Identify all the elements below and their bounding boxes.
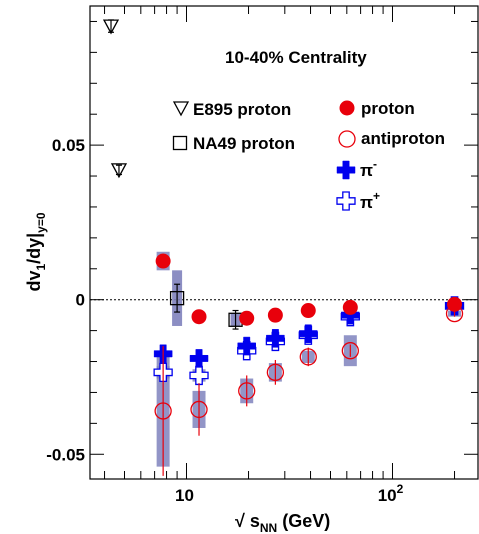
centrality-annotation: 10-40% Centrality (225, 48, 367, 67)
legend-item-e895: E895 proton (172, 100, 291, 119)
legend-item-na49: NA49 proton (172, 134, 295, 153)
x-tick-label: 102 (378, 482, 404, 505)
legend-marker-symbol (336, 191, 356, 211)
data-point (190, 400, 208, 419)
legend-label-antiproton: antiproton (361, 129, 445, 148)
legend-label-na49: NA49 proton (193, 134, 295, 153)
legend-item-proton: proton (339, 99, 415, 118)
legend-marker-pi-plus (336, 191, 356, 211)
data-point (237, 336, 256, 356)
legend-marker-proton (339, 100, 355, 116)
data-point (300, 303, 316, 319)
legend-label-e895: E895 proton (193, 100, 291, 119)
data-point (342, 299, 358, 315)
svg-text:dv1/dy|y=0: dv1/dy|y=0 (24, 212, 48, 291)
data-point (154, 402, 172, 420)
y-tick-label: -0.05 (46, 445, 85, 464)
data-point (299, 348, 317, 366)
y-tick-label: 0.05 (52, 136, 85, 155)
legend: E895 proton NA49 proton proton antiproto… (172, 99, 445, 212)
y-tick-label: 0 (76, 291, 85, 310)
legend-item-antiproton: antiproton (338, 129, 445, 148)
data-point (189, 365, 209, 386)
data-point (102, 19, 120, 35)
plot-area: 0.05 0 -0.05 10 102 (46, 5, 479, 505)
data-point (299, 324, 318, 343)
data-point (189, 349, 209, 368)
legend-marker-e895 (172, 101, 190, 117)
y-axis-title: dv1/dy|y=0 (24, 212, 48, 291)
data-point (447, 296, 463, 312)
data-point (238, 382, 256, 400)
legend-marker-pi-minus (336, 160, 356, 180)
legend-marker-symbol (338, 130, 356, 148)
legend-label-pi-plus: π+ (360, 189, 380, 212)
data-point (266, 329, 285, 348)
data-point (267, 307, 283, 323)
data-point (155, 253, 171, 269)
data-point (266, 363, 285, 381)
x-axis-title: √ sNN (GeV) (235, 511, 330, 534)
legend-item-pi-minus: π- (336, 157, 377, 180)
legend-marker-antiproton (338, 130, 356, 148)
legend-marker-na49 (172, 135, 188, 151)
legend-item-pi-plus: π+ (336, 189, 380, 212)
legend-marker-symbol (172, 101, 190, 117)
legend-marker-symbol (336, 160, 356, 180)
legend-marker-symbol (172, 135, 188, 151)
x-tick-label: 10 (175, 486, 194, 505)
legend-marker-symbol (339, 100, 355, 116)
legend-label-proton: proton (361, 99, 415, 118)
data-point (341, 342, 359, 360)
legend-label-pi-minus: π- (360, 157, 377, 180)
data-point (191, 309, 207, 325)
data-point (110, 163, 128, 179)
data-point (239, 310, 255, 326)
data-point (169, 290, 185, 306)
plot-frame (89, 5, 479, 480)
